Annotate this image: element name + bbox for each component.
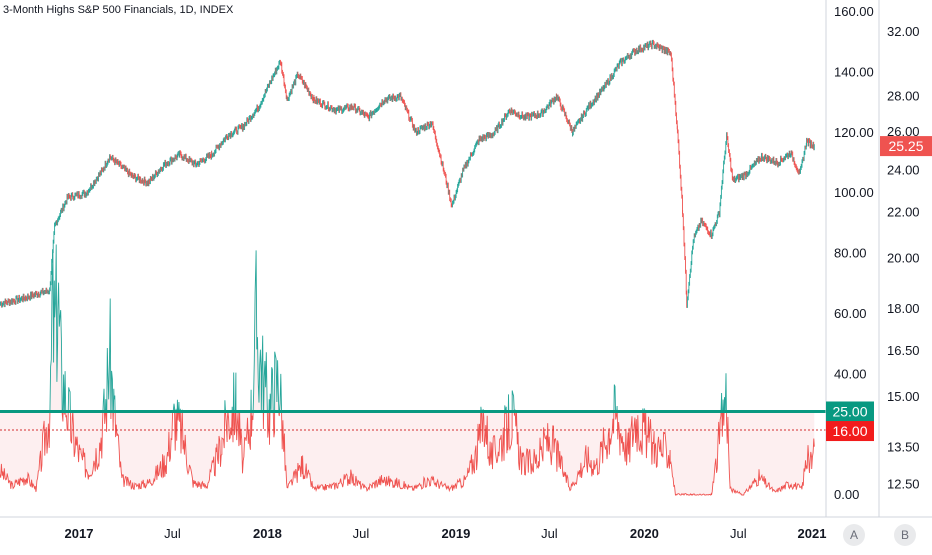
time-axis-tick: Jul: [541, 526, 558, 541]
right-axis-tick: 22.00: [887, 204, 920, 219]
right-axis-tick: 16.50: [887, 343, 920, 358]
level-tag: 25.00: [832, 403, 867, 419]
price-series: [0, 39, 815, 308]
chart-title: 3-Month Highs S&P 500 Financials, 1D, IN…: [3, 4, 234, 16]
time-axis-tick: Jul: [730, 526, 747, 541]
left-axis-tick: 140.00: [834, 64, 874, 79]
left-axis-tick: 100.00: [834, 185, 874, 200]
right-axis-auto-button[interactable]: B: [894, 524, 916, 546]
right-axis-tick: 18.00: [887, 301, 920, 316]
indicator-fill: [0, 244, 815, 495]
horizontal-levels[interactable]: [0, 409, 826, 431]
last-price-tag: 25.25: [888, 138, 923, 154]
left-axis-tick: 40.00: [834, 366, 867, 381]
left-axis-tick: 60.00: [834, 306, 867, 321]
right-axis-tick: 15.00: [887, 389, 920, 404]
right-axis-tick: 26.00: [887, 124, 920, 139]
time-axis-tick: 2018: [253, 526, 282, 541]
left-axis-auto-button[interactable]: A: [843, 524, 865, 546]
left-axis-tick: 0.00: [834, 487, 859, 502]
right-price-axis[interactable]: 32.00 28.00 26.00 24.00 22.00 20.00 18.00 16.50…: [887, 24, 920, 492]
right-axis-tick: 28.00: [887, 88, 920, 103]
time-axis-tick: Jul: [164, 526, 181, 541]
time-axis-tick: Jul: [353, 526, 370, 541]
time-axis-tick: 2019: [441, 526, 470, 541]
indicator-band-fill: [0, 244, 815, 495]
right-axis-tick: 20.00: [887, 250, 920, 265]
level-tag-bg: [826, 401, 874, 422]
left-price-axis[interactable]: 160.00 140.00 120.00 100.00 80.00 60.00 40.00 2…: [834, 4, 874, 502]
left-axis-tick: 80.00: [834, 246, 867, 261]
right-axis-tick: 24.00: [887, 163, 920, 178]
time-axis-tick: 2017: [65, 526, 94, 541]
right-axis-tick: 13.50: [887, 440, 920, 455]
right-axis-tick: 12.50: [887, 477, 920, 492]
time-axis-tick: 2020: [630, 526, 659, 541]
last-price-tag-bg: [880, 136, 932, 157]
right-axis-tick: 32.00: [887, 24, 920, 39]
price-tags: 25.25 25.00 16.00: [826, 136, 932, 442]
left-axis-tick: 160.00: [834, 4, 874, 19]
dotted-level-tag-bg: [826, 421, 874, 442]
indicator-line-below: [0, 411, 815, 496]
time-axis-tick: 2021: [798, 526, 827, 541]
indicator-series: [0, 244, 815, 496]
dotted-level-tag: 16.00: [832, 423, 867, 439]
left-axis-tick: 120.00: [834, 125, 874, 140]
time-axis[interactable]: 2017 Jul 2018 Jul 2019 Jul 2020 Jul 2021: [65, 526, 827, 541]
